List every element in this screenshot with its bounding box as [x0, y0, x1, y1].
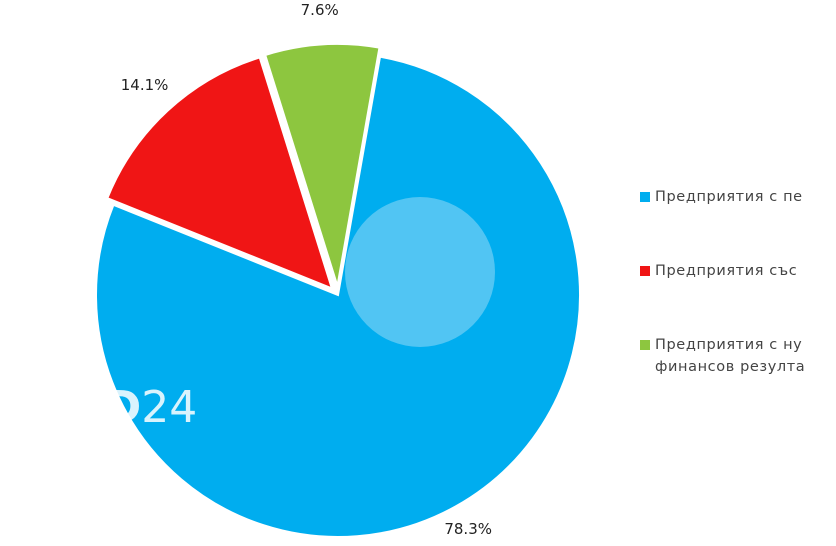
watermark: NRD24: [34, 382, 197, 433]
data-label: 7.6%: [301, 1, 339, 19]
pie: [95, 43, 581, 538]
logo-watermark: [345, 197, 495, 347]
legend-item: Предприятия с ну финансов резулта: [640, 334, 836, 378]
pie-slice: [95, 55, 581, 538]
legend-label: Предприятия с пе: [655, 189, 803, 205]
legend-label: Предприятия със: [655, 263, 798, 279]
legend-swatch: [640, 266, 650, 276]
data-label: 14.1%: [121, 76, 169, 94]
watermark-light: 24: [141, 382, 198, 433]
legend-label: Предприятия с ну финансов резулта: [655, 337, 806, 375]
logo-circle: [345, 197, 495, 347]
legend-item: Предприятия със: [640, 260, 836, 282]
legend-item: Предприятия с пе: [640, 186, 836, 208]
data-label: 78.3%: [444, 520, 492, 538]
legend: Предприятия с пе Предприятия със Предприят…: [640, 186, 836, 430]
pie-slice: [263, 43, 381, 287]
legend-swatch: [640, 192, 650, 202]
pie-slice: [106, 56, 334, 291]
legend-swatch: [640, 340, 650, 350]
watermark-bold: NRD: [34, 382, 142, 433]
